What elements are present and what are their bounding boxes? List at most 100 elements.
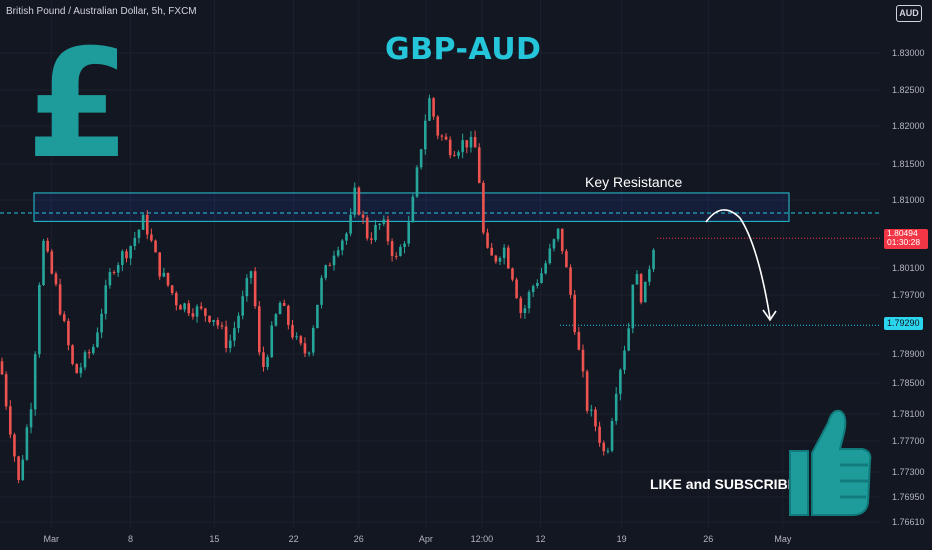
candle-body — [619, 369, 622, 394]
candle-body — [25, 427, 29, 460]
candle-body — [639, 274, 643, 303]
symbol-header[interactable]: British Pound / Australian Dollar, 5h, F… — [6, 6, 197, 17]
x-tick-label: 26 — [354, 534, 364, 544]
candle-body — [461, 140, 464, 153]
candle-body — [507, 247, 510, 269]
candle-body — [328, 265, 332, 267]
candle-body — [341, 240, 344, 251]
candle-body — [83, 352, 87, 368]
currency-badge[interactable]: AUD — [896, 5, 922, 22]
candle-body — [370, 238, 373, 240]
last-price: 1.80494 — [887, 228, 918, 238]
candle-body — [237, 315, 240, 329]
candle-body — [436, 116, 440, 136]
candle-body — [378, 223, 381, 225]
time-axis[interactable]: Mar 8 15 22 26 Apr 12:00 12 19 26 May — [44, 534, 792, 544]
candle-body — [523, 308, 527, 313]
candle-body — [536, 283, 539, 286]
candle-body — [590, 409, 593, 411]
candle-body — [21, 459, 25, 480]
candle-body — [407, 222, 410, 244]
candle-body — [179, 305, 182, 310]
candle-body — [332, 255, 336, 266]
candle-body — [569, 267, 572, 295]
candle-body — [424, 120, 427, 150]
candle-body — [54, 273, 58, 285]
candle-body — [548, 248, 552, 264]
x-tick-label: 12:00 — [471, 534, 494, 544]
candle-body — [13, 434, 16, 457]
candle-body — [614, 393, 618, 421]
candle-body — [428, 98, 431, 121]
candle-body — [598, 426, 601, 443]
candle-body — [287, 305, 290, 325]
resistance-zone — [0, 192, 880, 326]
candle-body — [183, 303, 186, 310]
x-tick-label: Apr — [419, 534, 433, 544]
candle-body — [345, 233, 348, 241]
candle-body — [448, 139, 452, 156]
candle-body — [191, 313, 195, 317]
candle-body — [444, 136, 448, 140]
candle-body — [399, 246, 402, 256]
candle-body — [121, 251, 124, 266]
candle-body — [162, 272, 166, 277]
candle-body — [556, 228, 560, 240]
candle-body — [42, 240, 45, 286]
candle-body — [116, 265, 120, 273]
candle-body — [299, 336, 303, 344]
candle-body — [145, 214, 149, 235]
price-axis[interactable]: 1.83000 1.82500 1.82000 1.81500 1.81000 1.801… — [892, 48, 925, 527]
candle-body — [220, 325, 224, 327]
candle-body — [386, 219, 390, 242]
candle-body — [108, 272, 112, 286]
candle-body — [295, 336, 298, 338]
key-resistance-label: Key Resistance — [585, 174, 683, 190]
candle-body — [104, 285, 108, 314]
y-tick-label: 1.80100 — [892, 263, 925, 273]
candle-body — [581, 349, 585, 372]
candle-body — [357, 187, 361, 215]
candle-body — [46, 240, 49, 252]
candle-body — [577, 332, 581, 350]
candle-body — [33, 354, 37, 410]
y-tick-label: 1.81000 — [892, 195, 925, 205]
x-tick-label: Mar — [44, 534, 60, 544]
candle-body — [216, 320, 220, 326]
candle-body — [307, 352, 311, 354]
candle-body — [100, 313, 103, 333]
forecast-arrowhead — [762, 309, 777, 322]
candle-body — [540, 273, 543, 284]
candle-body — [477, 147, 481, 183]
candle-countdown: 01:30:28 — [887, 237, 921, 247]
candle-body — [195, 306, 199, 317]
y-tick-label: 1.76950 — [892, 492, 925, 502]
candle-body — [560, 228, 564, 252]
candle-body — [336, 250, 340, 256]
y-tick-label: 1.83000 — [892, 48, 925, 58]
candle-body — [92, 346, 95, 354]
pound-icon: £ — [26, 18, 131, 192]
candle-body — [374, 224, 377, 240]
candle-body — [486, 232, 489, 248]
candle-body — [38, 285, 41, 355]
candle-body — [627, 328, 630, 351]
candle-body — [175, 292, 178, 306]
candle-body — [652, 249, 655, 270]
candle-body — [394, 255, 398, 257]
candle-body — [511, 268, 514, 280]
candle-body — [208, 315, 211, 322]
last-price-badge: 1.80494 01:30:28 — [884, 229, 928, 249]
candle-body — [515, 279, 518, 299]
candle-body — [187, 303, 191, 314]
x-tick-label: 22 — [289, 534, 299, 544]
candle-body — [258, 306, 261, 353]
candle-body — [440, 135, 444, 137]
candle-body — [648, 269, 651, 282]
candle-body — [87, 352, 91, 354]
candle-body — [610, 420, 614, 451]
candle-body — [233, 328, 236, 341]
candle-body — [353, 187, 357, 215]
candle-body — [170, 285, 174, 293]
